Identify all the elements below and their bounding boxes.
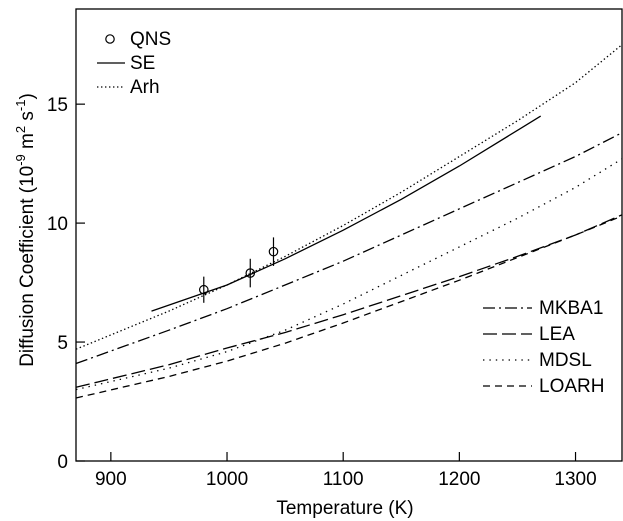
x-tick-label: 1100 [323, 469, 364, 490]
plot-frame [75, 8, 623, 462]
y-tick-label: 10 [47, 214, 68, 235]
y-axis-label: Diffusion Coefficient (10-9 m2 s-1) [13, 93, 38, 367]
x-tick-label: 900 [95, 469, 127, 490]
legend-label-mdsl: MDSL [539, 350, 592, 371]
x-tick-label: 1300 [554, 469, 596, 490]
qns-point [198, 284, 209, 295]
x-axis-label: Temperature (K) [276, 498, 413, 519]
series-line-mkba1 [75, 132, 623, 365]
y-axis: 0 5 10 15 [47, 95, 85, 473]
series-line-loarh [75, 215, 623, 399]
y-tick-label: 5 [57, 333, 68, 354]
x-axis: 900 1000 1100 1200 1300 [95, 452, 597, 490]
legend-bottom: MKBA1 LEA MDSL LOARH [483, 298, 604, 397]
y-tick-label: 15 [47, 95, 68, 116]
legend-marker-qns [105, 34, 115, 44]
legend-label-arh: Arh [130, 77, 160, 98]
legend-label-qns: QNS [130, 29, 171, 50]
series-line-arh [75, 44, 623, 350]
series-line-se [151, 115, 542, 312]
legend-label-lea: LEA [539, 324, 575, 345]
series-layer [75, 44, 623, 399]
plot-area [75, 8, 623, 462]
series-line-lea [75, 214, 623, 388]
legend-label-mkba1: MKBA1 [539, 298, 603, 319]
legend-label-loarh: LOARH [539, 376, 604, 397]
legend-top: QNS SE Arh [97, 29, 171, 98]
x-tick-label: 1000 [206, 469, 248, 490]
x-tick-label: 1200 [438, 469, 480, 490]
y-tick-label: 0 [57, 452, 68, 473]
legend-label-se: SE [130, 53, 155, 74]
series-line-mdsl [75, 158, 623, 391]
qns-point [268, 246, 279, 257]
